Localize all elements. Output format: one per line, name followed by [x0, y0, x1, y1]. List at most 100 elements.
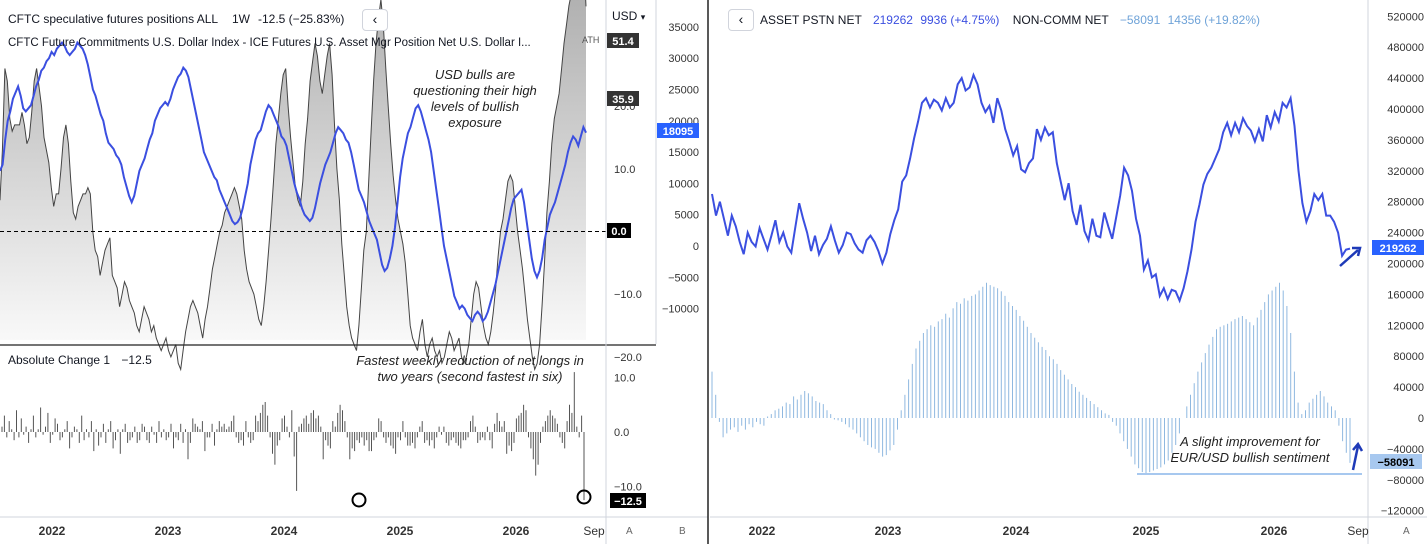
y-tick-label-a: −10.0 — [614, 289, 642, 301]
currency-selector[interactable]: USD ▾ — [612, 9, 645, 23]
y-tick-label-b: 10000 — [668, 178, 699, 190]
y-tick-label-right: 120000 — [1387, 320, 1424, 332]
y-tick-label-right: 160000 — [1387, 289, 1424, 301]
y-tick-label-a: −20.0 — [614, 352, 642, 364]
y-tick-label-right: 360000 — [1387, 135, 1424, 147]
left-chart-panel: 40.030.020.010.0−10.0−20.035000300002500… — [0, 0, 709, 544]
y-tick-label-b: 5000 — [675, 210, 699, 222]
currency-label: USD — [612, 9, 638, 23]
scale-a-button[interactable]: A — [626, 526, 633, 537]
arrow-icon — [1351, 445, 1360, 471]
asset-label: ASSET PSTN NET — [760, 13, 862, 27]
lower-header: Absolute Change 1 −12.5 — [8, 353, 152, 367]
y-tick-label-right: 320000 — [1387, 166, 1424, 178]
chevron-left-icon: ‹ — [372, 11, 378, 27]
y-tick-label-right: 0 — [1418, 413, 1424, 425]
y-tick-label-a: 10.0 — [614, 164, 635, 176]
ath-tag: 51.4 — [612, 36, 634, 48]
right-header-asset: ASSET PSTN NET 219262 9936 (+4.75%) NON-… — [760, 13, 1260, 27]
marker-circle — [576, 489, 592, 505]
y-tick-label-right: −80000 — [1387, 475, 1424, 487]
x-tick-label: 2025 — [1133, 524, 1160, 538]
left-header-interval[interactable]: 1W — [232, 12, 250, 26]
asset-value-tag-bg — [1372, 240, 1424, 255]
asset-mgr-value-tag: 18095 — [663, 126, 694, 138]
x-tick-label: 2023 — [155, 524, 182, 538]
x-tick-label: 2026 — [1261, 524, 1288, 538]
ath-tag-bg — [607, 33, 639, 48]
nc-change: 14356 (+19.82%) — [1167, 13, 1260, 27]
x-tick-label: 2026 — [503, 524, 530, 538]
y-tick-label-b: −10000 — [662, 304, 699, 316]
scale-b-button[interactable]: B — [679, 526, 686, 537]
x-tick-label: 2022 — [749, 524, 776, 538]
chevron-left-icon: ‹ — [738, 11, 744, 27]
note-line: two years (second fastest in six) — [377, 369, 563, 384]
note-usd-bulls: USD bulls are questioning their high lev… — [400, 67, 550, 131]
marker-circle — [351, 492, 367, 508]
y-tick-label-change: −10.0 — [614, 482, 642, 494]
y-tick-label-change: 0.0 — [614, 427, 629, 439]
asset-change: 9936 (+4.75%) — [920, 13, 1000, 27]
y-tick-label-right: 440000 — [1387, 73, 1424, 85]
x-tick-label: 2025 — [387, 524, 414, 538]
x-tick-label: 2024 — [1003, 524, 1030, 538]
scale-a-button[interactable]: A — [1403, 526, 1410, 537]
left-header-title: CFTC speculative futures positions ALL — [8, 12, 219, 26]
zero-tag: 0.0 — [611, 226, 626, 238]
y-tick-label-right: 280000 — [1387, 197, 1424, 209]
lower-header-value: −12.5 — [121, 353, 152, 367]
y-tick-label-b: 15000 — [668, 147, 699, 159]
note-eur-usd: A slight improvement for EUR/USD bullish… — [1150, 434, 1350, 466]
asset-mgr-line — [0, 40, 587, 324]
cftc-area-fill — [0, 0, 586, 370]
left-subtitle: CFTC Future Commitments U.S. Dollar Inde… — [8, 37, 531, 49]
y-tick-label-b: 25000 — [668, 85, 699, 97]
change-value-tag-bg — [610, 493, 646, 508]
arrow-head-icon — [1352, 246, 1362, 257]
ath-label: ATH — [582, 35, 600, 45]
y-tick-label-right: 480000 — [1387, 42, 1424, 54]
note-line: questioning their high — [413, 83, 537, 98]
y-tick-label-b: 0 — [693, 241, 699, 253]
right-collapse-button[interactable]: ‹ — [728, 9, 754, 31]
x-tick-label: 2022 — [39, 524, 66, 538]
lower-header-name: Absolute Change 1 — [8, 353, 111, 367]
change-value-tag: −12.5 — [614, 496, 642, 508]
y-tick-label-right: −40000 — [1387, 444, 1424, 456]
left-header-change: -12.5 (−25.83%) — [258, 12, 345, 26]
asset-position-line — [711, 72, 1351, 304]
y-tick-label-right: 240000 — [1387, 228, 1424, 240]
asset-mgr-value-tag-bg — [657, 123, 699, 138]
note-line: levels of bullish — [430, 99, 520, 114]
y-tick-label-right: 520000 — [1387, 11, 1424, 23]
y-tick-label-right: 80000 — [1393, 351, 1424, 363]
zero-tag-bg — [607, 223, 631, 238]
note-line: exposure — [448, 115, 502, 130]
arrow-icon — [1339, 249, 1359, 267]
right-chart-panel: 520000 480000 440000 400000 360000 320000 2800… — [710, 0, 1427, 544]
left-chart-svg: 40.030.020.010.0−10.0−20.035000300002500… — [0, 0, 709, 544]
note-line: A slight improvement for — [1180, 434, 1320, 449]
note-line: EUR/USD bullish sentiment — [1170, 450, 1330, 465]
y-tick-label-right: 40000 — [1393, 382, 1424, 394]
y-tick-label-b: 35000 — [668, 22, 699, 34]
left-collapse-button[interactable]: ‹ — [362, 9, 388, 31]
y-tick-label-b: −5000 — [668, 272, 699, 284]
x-tick-label: 2023 — [875, 524, 902, 538]
y-tick-label-b: 30000 — [668, 53, 699, 65]
y-tick-label-right: 200000 — [1387, 259, 1424, 271]
asset-value: 219262 — [872, 13, 913, 27]
non-comm-value-tag-bg — [1370, 454, 1422, 469]
nc-label: NON-COMM NET — [1012, 13, 1109, 27]
arrow-head-icon — [1352, 441, 1364, 452]
x-tick-label: 2024 — [271, 524, 298, 538]
y-tick-label-right: 400000 — [1387, 104, 1424, 116]
y-tick-label-right: −120000 — [1381, 506, 1424, 518]
note-fastest-reduction: Fastest weekly reduction of net longs in… — [320, 353, 620, 385]
right-chart-svg: 5200004800004400004000003600003200002800… — [710, 0, 1427, 544]
asset-value-tag: 219262 — [1380, 243, 1417, 255]
y-tick-label-change: 10.0 — [614, 373, 635, 385]
note-line: USD bulls are — [434, 67, 516, 82]
nc-value: −58091 — [1119, 13, 1161, 27]
